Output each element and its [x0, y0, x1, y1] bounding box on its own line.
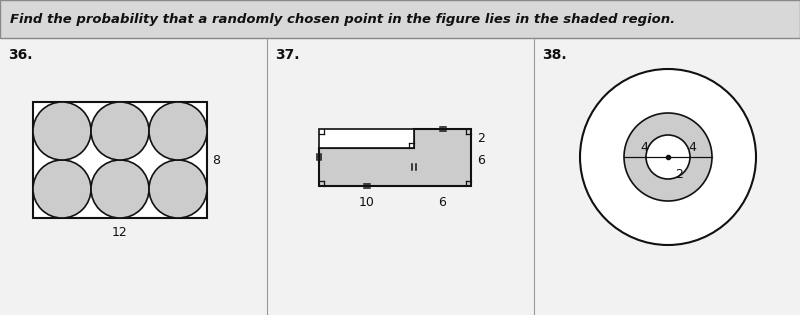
Text: 4: 4	[640, 141, 648, 154]
Text: Find the probability that a randomly chosen point in the figure lies in the shad: Find the probability that a randomly cho…	[10, 13, 675, 26]
Circle shape	[149, 102, 207, 160]
Text: 2: 2	[675, 168, 683, 181]
Circle shape	[91, 160, 149, 218]
Circle shape	[33, 102, 91, 160]
Bar	[0, 0, 800, 38]
Circle shape	[33, 160, 91, 218]
Circle shape	[624, 113, 712, 201]
Bar	[33, 102, 207, 218]
Circle shape	[149, 160, 207, 218]
Text: 36.: 36.	[8, 48, 33, 62]
Circle shape	[91, 102, 149, 160]
Text: 10: 10	[358, 196, 374, 209]
Text: 6: 6	[477, 154, 485, 168]
Circle shape	[646, 135, 690, 179]
Text: 37.: 37.	[275, 48, 299, 62]
Circle shape	[580, 69, 756, 245]
Bar	[319, 129, 414, 147]
Text: 2: 2	[477, 131, 485, 145]
Text: 8: 8	[212, 153, 220, 167]
Polygon shape	[319, 129, 471, 186]
Text: 4: 4	[688, 141, 696, 154]
Text: 38.: 38.	[542, 48, 566, 62]
Text: 12: 12	[112, 226, 128, 239]
Text: 6: 6	[438, 196, 446, 209]
